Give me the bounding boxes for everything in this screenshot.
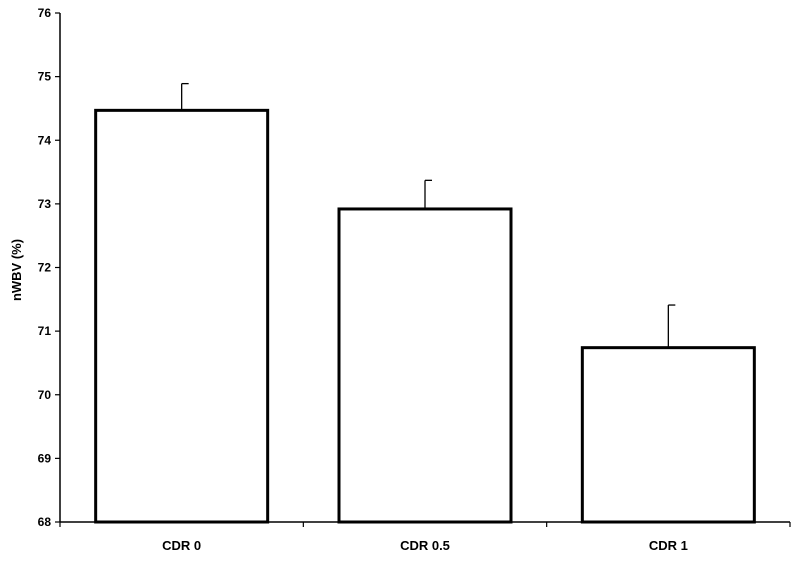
- y-tick-label: 76: [38, 6, 52, 20]
- x-tick-label: CDR 0.5: [400, 538, 450, 553]
- axes-layer: [55, 12, 791, 527]
- y-tick-label: 74: [38, 133, 52, 147]
- y-tick-label: 75: [38, 70, 52, 84]
- y-axis-title: nWBV (%): [9, 239, 24, 301]
- x-tick-label: CDR 0: [162, 538, 201, 553]
- bar: [94, 108, 270, 524]
- error-bars-layer: [181, 82, 676, 348]
- bars-layer: [94, 108, 756, 524]
- y-tick-label: 72: [38, 261, 52, 275]
- y-tick-label: 71: [38, 324, 52, 338]
- y-tick-label: 69: [38, 451, 52, 465]
- x-tick-label: CDR 1: [649, 538, 688, 553]
- y-tick-label: 73: [38, 197, 52, 211]
- bar: [337, 207, 513, 524]
- bar: [580, 346, 756, 524]
- y-tick-label: 68: [38, 515, 52, 529]
- labels-layer: nWBV (%) 68 69 70 71 72 73 74 75 76 CDR 0 CDR 0.5 C…: [9, 6, 688, 553]
- y-tick-label: 70: [38, 388, 52, 402]
